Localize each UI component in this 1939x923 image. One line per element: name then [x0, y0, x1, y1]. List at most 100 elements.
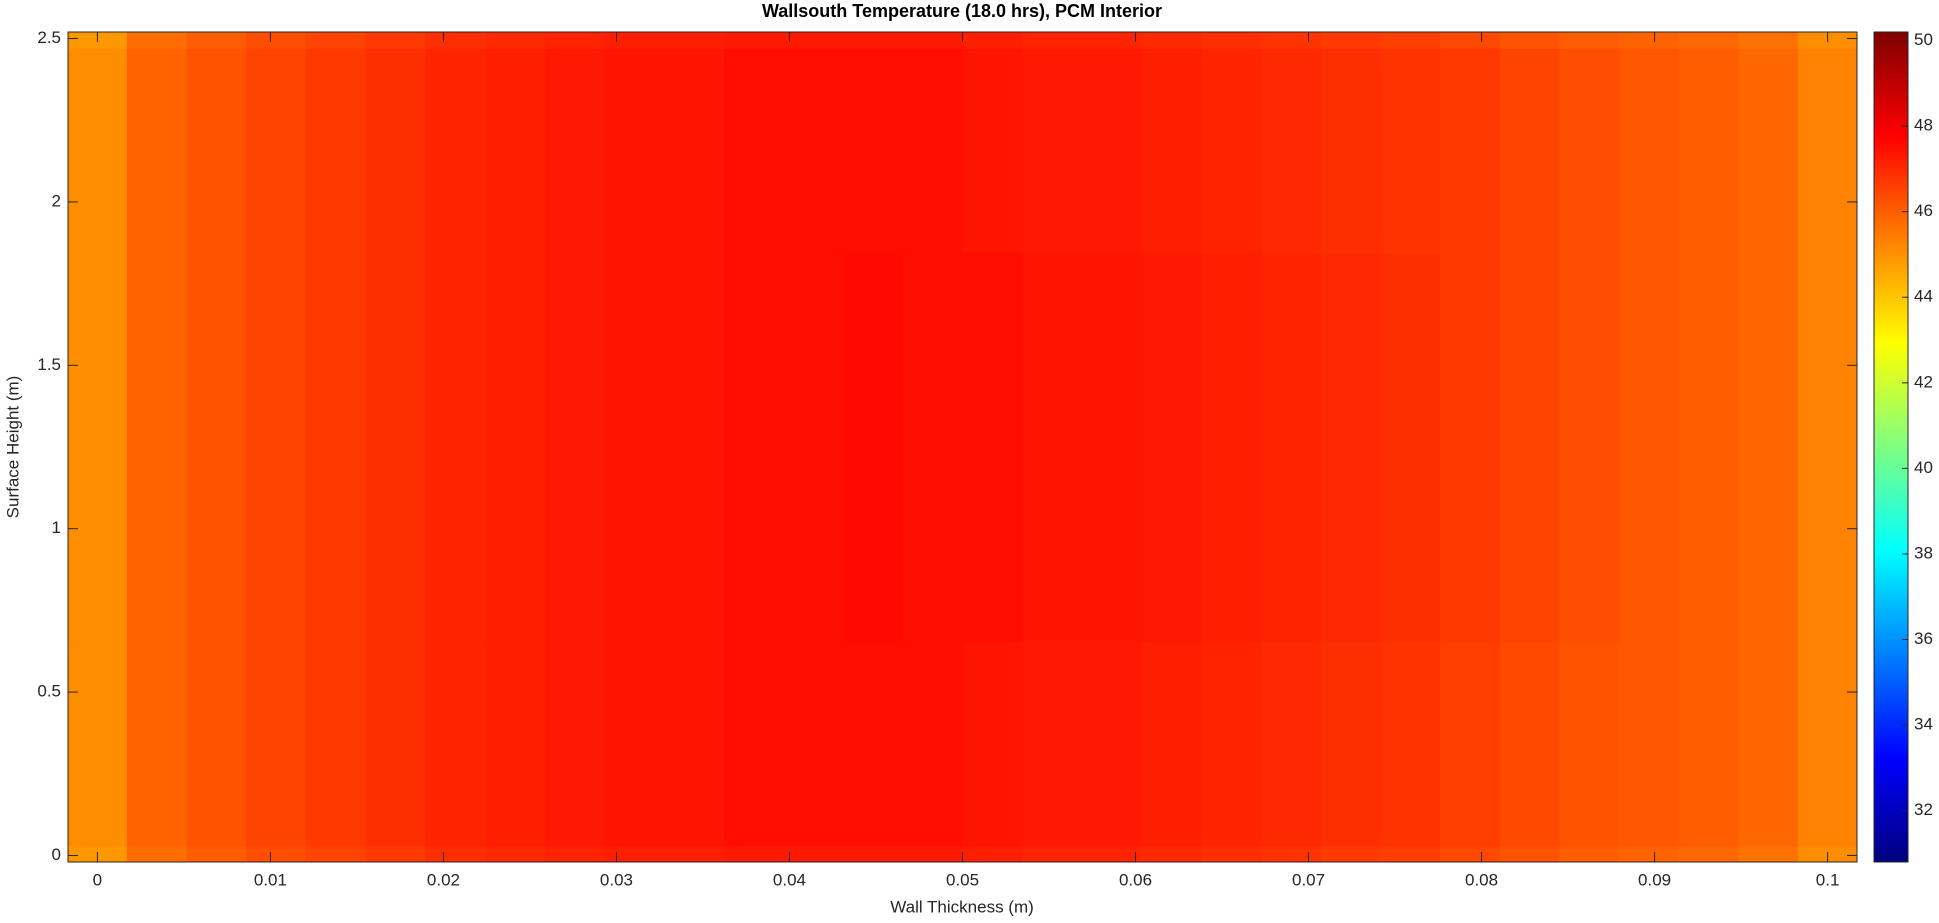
heatmap-cell [1559, 32, 1620, 49]
heatmap-cell [1320, 48, 1381, 254]
heatmap-cell [962, 845, 1023, 862]
heatmap-cell [246, 641, 307, 847]
heatmap-cell [305, 32, 367, 49]
heatmap-cell [1320, 845, 1381, 862]
heatmap-cell [902, 48, 964, 254]
heatmap-cell [1380, 845, 1441, 862]
colorbar-tick-label: 46 [1914, 201, 1933, 220]
heatmap-cell [1260, 845, 1322, 862]
colorbar-tick-label: 36 [1914, 629, 1933, 648]
heatmap-cell [544, 845, 605, 862]
heatmap-cell [843, 641, 904, 847]
heatmap-cell [664, 48, 725, 254]
heatmap-cell [1201, 845, 1262, 862]
heatmap-cell [186, 32, 247, 49]
heatmap-cell [843, 48, 904, 254]
heatmap-cell [1678, 252, 1740, 643]
heatmap-cell [783, 252, 844, 643]
heatmap-cell [664, 845, 725, 862]
y-axis-label: Surface Height (m) [3, 376, 22, 519]
heatmap-cell [1499, 48, 1561, 254]
heatmap-cell [1141, 641, 1202, 847]
heatmap-cell [664, 252, 725, 643]
y-tick-label: 1 [52, 518, 61, 537]
heatmap-cell [186, 252, 247, 643]
heatmap-cell [1619, 48, 1680, 254]
heatmap-cell [246, 845, 307, 862]
heatmap-cell [723, 845, 785, 862]
heatmap-cell [1678, 48, 1740, 254]
heatmap-cell [544, 32, 605, 49]
heatmap-cell [723, 641, 785, 847]
heatmap-cell [843, 845, 904, 862]
heatmap-cell [664, 641, 725, 847]
heatmap-cell [126, 845, 188, 862]
heatmap-cell [365, 32, 426, 49]
heatmap-cell [1738, 641, 1799, 847]
heatmap [68, 32, 1857, 862]
heatmap-cell [68, 641, 128, 847]
heatmap-cell [1022, 641, 1083, 847]
heatmap-cell [1022, 845, 1083, 862]
heatmap-cell [1559, 641, 1620, 847]
heatmap-cell [1499, 641, 1561, 847]
heatmap-cell [843, 32, 904, 49]
heatmap-cell [1380, 32, 1441, 49]
colorbar-tick-label: 40 [1914, 458, 1933, 477]
heatmap-cell [1440, 641, 1501, 847]
colorbar-tick-label: 38 [1914, 543, 1933, 562]
heatmap-cell [425, 48, 486, 254]
heatmap-cell [425, 252, 486, 643]
heatmap-cell [484, 252, 546, 643]
heatmap-cell [1022, 252, 1083, 643]
heatmap-cell [1798, 48, 1857, 254]
heatmap-cell [1141, 845, 1202, 862]
heatmap-cell [1201, 252, 1262, 643]
heatmap-cell [1499, 32, 1561, 49]
heatmap-cell [1022, 32, 1083, 49]
heatmap-cell [305, 48, 367, 254]
heatmap-cell [544, 252, 605, 643]
heatmap-cell [484, 845, 546, 862]
heatmap-cell [1260, 48, 1322, 254]
heatmap-cell [1440, 845, 1501, 862]
heatmap-cell [902, 252, 964, 643]
heatmap-cell [1380, 641, 1441, 847]
heatmap-cell [604, 32, 665, 49]
heatmap-cell [723, 48, 785, 254]
heatmap-cell [365, 845, 426, 862]
colorbar-tick-label: 50 [1914, 30, 1933, 49]
heatmap-cell [305, 641, 367, 847]
heatmap-cell [1201, 641, 1262, 847]
heatmap-cell [126, 48, 188, 254]
heatmap-cell [902, 32, 964, 49]
heatmap-cell [186, 48, 247, 254]
heatmap-cell [1678, 845, 1740, 862]
heatmap-cell [664, 32, 725, 49]
chart-title: Wallsouth Temperature (18.0 hrs), PCM In… [762, 1, 1162, 21]
heatmap-cell [1320, 252, 1381, 643]
heatmap-cell [68, 252, 128, 643]
colorbar [1873, 31, 1909, 863]
heatmap-cell [544, 641, 605, 847]
x-tick-label: 0.02 [427, 870, 460, 889]
heatmap-cell [425, 641, 486, 847]
heatmap-cell [246, 48, 307, 254]
heatmap-cell [1440, 252, 1501, 643]
heatmap-cell [1678, 32, 1740, 49]
heatmap-cell [843, 252, 904, 643]
heatmap-cell [1260, 252, 1322, 643]
colorbar-tick-label: 32 [1914, 800, 1933, 819]
heatmap-cell [1380, 252, 1441, 643]
heatmap-cell [1320, 641, 1381, 847]
heatmap-cell [1260, 641, 1322, 847]
heatmap-cell [902, 641, 964, 847]
y-tick-label: 0 [52, 845, 61, 864]
heatmap-cell [1260, 32, 1322, 49]
heatmap-cell [1081, 641, 1143, 847]
heatmap-cell [365, 641, 426, 847]
heatmap-cell [544, 48, 605, 254]
colorbar-tick-label: 44 [1914, 287, 1933, 306]
y-tick-label: 2.5 [37, 28, 61, 47]
